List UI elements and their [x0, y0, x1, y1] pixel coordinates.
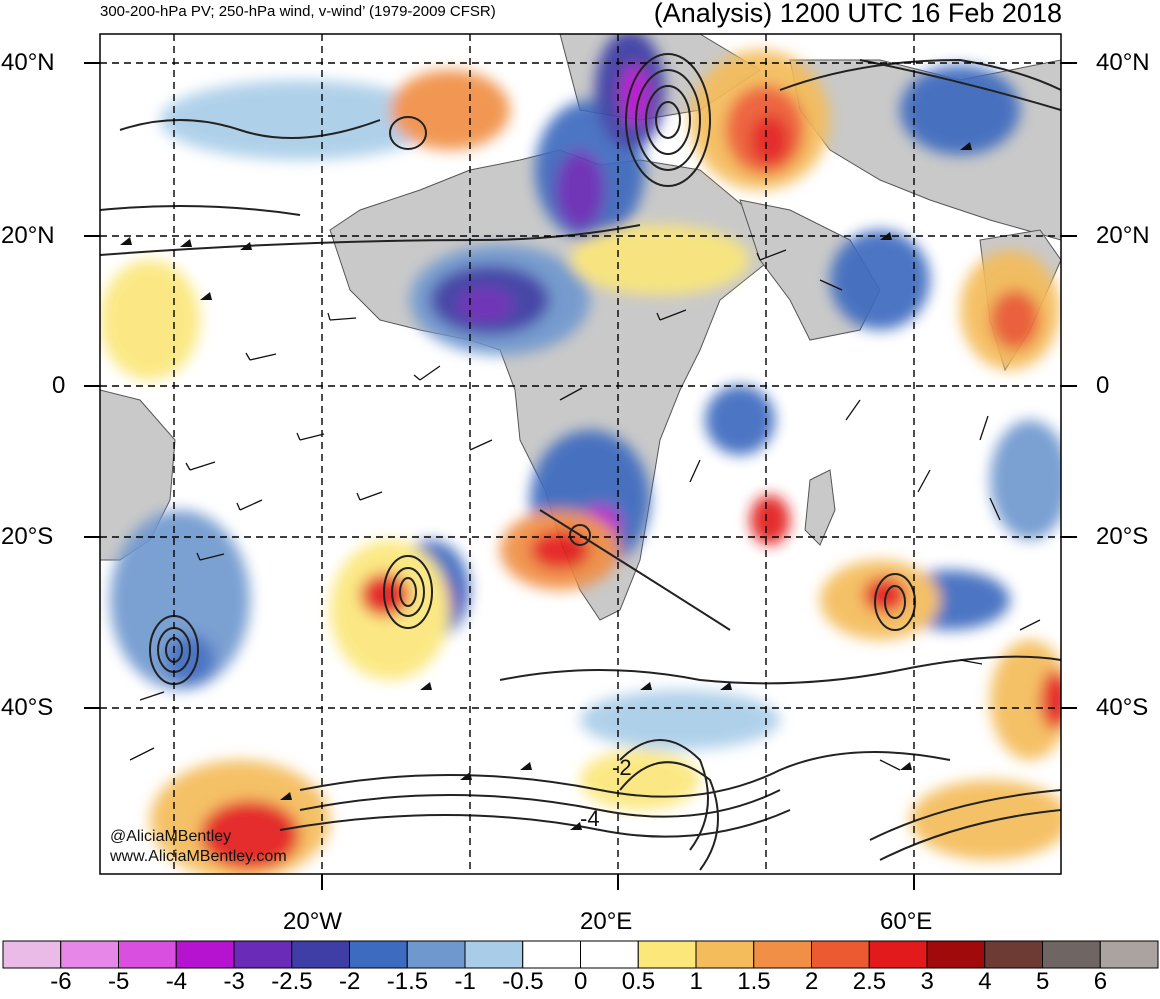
lat-label-40s-right: 40°S — [1096, 694, 1149, 721]
lat-label-40s-left: 40°S — [1, 694, 54, 721]
madagascar-land — [804, 469, 836, 546]
colorbar-swatch — [175, 940, 235, 969]
colorbar-tick-label: -2.5 — [271, 968, 313, 995]
colorbar-swatch — [695, 940, 755, 969]
colorbar-swatch — [522, 940, 581, 969]
lat-label-40n-left: 40°N — [1, 49, 55, 76]
colorbar-tick-label: -1 — [454, 968, 476, 995]
colorbar-swatch — [464, 940, 524, 969]
colorbar-tick-label: 0.5 — [621, 968, 656, 995]
colorbar-tick-label: 2 — [805, 968, 819, 995]
colorbar-swatch — [926, 940, 986, 969]
lat-label-20s-left: 20°S — [1, 523, 54, 550]
colorbar-tick-label: 1 — [689, 968, 703, 995]
colorbar-swatch — [118, 940, 177, 969]
axis-ticks — [84, 62, 1077, 890]
colorbar-swatch — [291, 940, 350, 969]
lat-label-20s-right: 20°S — [1096, 523, 1149, 550]
lon-label-20e: 20°E — [580, 908, 633, 935]
lon-label-20w: 20°W — [283, 908, 342, 935]
contour-label-minus2: -2 — [612, 755, 632, 780]
lat-label-40n-right: 40°N — [1096, 49, 1150, 76]
map-area: -2 -4 — [100, 34, 1061, 874]
colorbar-tick-label: -0.5 — [502, 968, 544, 995]
colorbar-tick-label: -6 — [50, 968, 72, 995]
valid-time: (Analysis) 1200 UTC 16 Feb 2018 — [653, 0, 1062, 28]
colorbar-tick-label: -5 — [108, 968, 130, 995]
colorbar-tick-label: 4 — [978, 968, 992, 995]
barb-flags — [120, 142, 972, 830]
colorbar-tick-label: 0 — [574, 968, 588, 995]
lat-label-eq-right: 0 — [1096, 372, 1110, 399]
colorbar-swatch — [2, 940, 62, 969]
colorbar-swatch — [233, 940, 293, 969]
contour-label-minus4: -4 — [580, 806, 600, 831]
colorbar-swatch — [1099, 940, 1159, 969]
lon-label-60e: 60°E — [880, 908, 933, 935]
colorbar-tick-label: -3 — [223, 968, 245, 995]
colorbar-swatch — [349, 940, 408, 969]
colorbar-tick-label: 2.5 — [852, 968, 887, 995]
figure-title: 300-200-hPa PV; 250-hPa wind, v-wind’ (1… — [100, 3, 496, 20]
colorbar-tick-label: 6 — [1093, 968, 1108, 995]
colorbar-swatch — [1042, 940, 1101, 969]
wind-barbs — [129, 249, 1041, 771]
colorbar-swatch — [60, 940, 119, 969]
colorbar-tick-label: 5 — [1036, 968, 1050, 995]
colorbar-tick-label: 3 — [920, 968, 934, 995]
colorbar-tick-label: 1.5 — [737, 968, 771, 995]
credit-website: www.AliciaMBentley.com — [110, 848, 287, 865]
vwind-contours — [100, 53, 1061, 871]
colorbar-tick-label: -1.5 — [386, 968, 429, 995]
colorbar-tick-label: -4 — [165, 968, 188, 995]
colorbar-swatch — [580, 940, 639, 969]
credit-handle: @AliciaMBentley — [110, 828, 232, 845]
colorbar-swatch — [406, 940, 466, 969]
colorbar-tick-label: -2 — [339, 968, 361, 995]
lat-label-20n-left: 20°N — [1, 222, 55, 249]
colorbar-swatch — [753, 940, 812, 969]
colorbar-swatch — [868, 940, 928, 969]
lat-label-20n-right: 20°N — [1096, 222, 1150, 249]
map-border — [99, 33, 1062, 875]
grid-lines — [100, 34, 1061, 874]
lat-label-eq-left: 0 — [52, 372, 66, 399]
colorbar-swatch — [811, 940, 870, 969]
colorbar-swatch — [984, 940, 1043, 969]
colorbar — [2, 940, 1159, 969]
colorbar-swatch — [637, 940, 697, 969]
